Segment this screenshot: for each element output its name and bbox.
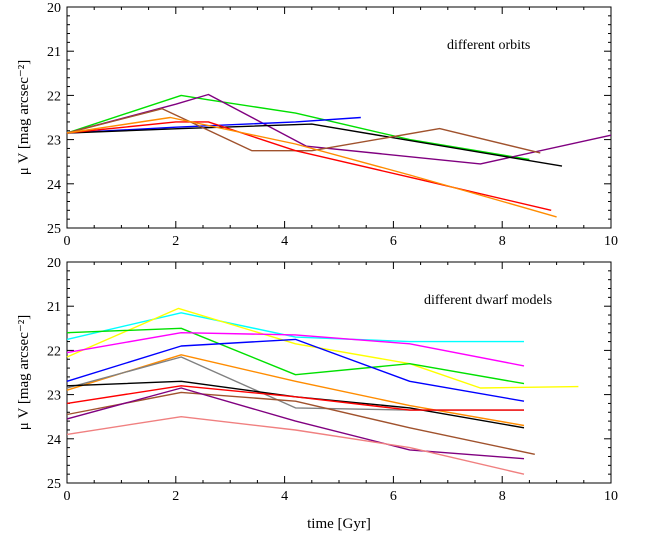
y-tick-label: 23 (47, 389, 61, 404)
y-tick-label: 25 (47, 477, 61, 492)
series-line-5 (66, 107, 541, 154)
y-tick-label: 25 (47, 222, 61, 237)
series-group-bottom (66, 307, 579, 475)
series-line-5 (66, 338, 525, 402)
x-tick-label: 4 (281, 489, 288, 504)
x-tick-label: 0 (64, 489, 71, 504)
series-line-10 (66, 391, 535, 455)
y-tick-label: 23 (47, 134, 61, 149)
y-tick-label: 22 (47, 344, 61, 359)
y-tick-label: 20 (47, 1, 61, 16)
series-line-6 (66, 121, 552, 211)
series-line-7 (66, 116, 557, 218)
series-line-4 (66, 123, 563, 167)
x-tick-label: 2 (172, 234, 179, 249)
x-tick-label: 0 (64, 234, 71, 249)
y-tick-label: 24 (47, 433, 61, 448)
x-axis-label: time [Gyr] (307, 516, 371, 532)
x-tick-label: 2 (172, 489, 179, 504)
y-tick-label: 24 (47, 178, 61, 193)
series-line-11 (66, 387, 525, 460)
annotation-different-orbits: different orbits (447, 38, 530, 53)
x-tick-label: 6 (390, 489, 397, 504)
series-line-4 (66, 332, 525, 367)
y-tick-label: 22 (47, 89, 61, 104)
y-tick-label: 21 (47, 300, 61, 315)
series-line-1 (66, 312, 524, 343)
series-line-12 (66, 416, 525, 475)
series-line-1 (66, 94, 530, 161)
y-tick-label: 21 (47, 45, 61, 60)
series-line-2 (66, 307, 579, 389)
y-axis-label-bottom: μ V [mag arcsec⁻²] (16, 315, 32, 431)
x-tick-label: 8 (499, 489, 506, 504)
series-line-9 (66, 385, 524, 411)
x-tick-label: 10 (604, 234, 618, 249)
series-line-6 (66, 354, 525, 427)
series-line-2 (66, 93, 612, 165)
y-tick-label: 20 (47, 256, 61, 271)
x-tick-label: 6 (390, 234, 397, 249)
annotation-different-dwarf-models: different dwarf models (424, 293, 552, 308)
y-axis-label-top: μ V [mag arcsec⁻²] (16, 60, 32, 176)
series-line-3 (66, 327, 525, 385)
series-group-top (66, 93, 612, 218)
x-tick-label: 10 (604, 489, 618, 504)
x-tick-label: 8 (499, 234, 506, 249)
series-line-3 (66, 116, 361, 134)
x-tick-label: 4 (281, 234, 288, 249)
